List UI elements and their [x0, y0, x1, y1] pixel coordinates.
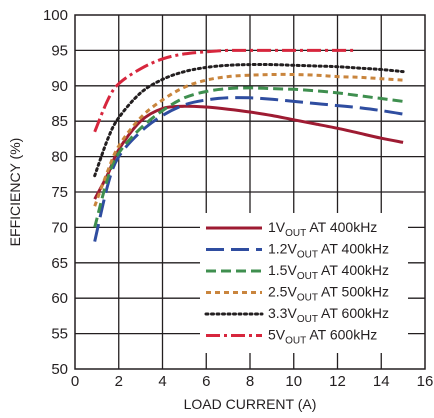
y-tick-label: 85: [51, 113, 68, 130]
x-tick-label: 12: [329, 373, 346, 390]
grid-lines: [75, 15, 425, 369]
series-line: [93, 62, 405, 178]
legend-label: 5VOUT AT 600kHz: [268, 327, 377, 347]
y-tick-label: 80: [51, 149, 68, 166]
x-tick-label: 16: [417, 373, 434, 390]
y-tick-label: 90: [51, 78, 68, 95]
x-tick-label: 8: [246, 373, 254, 390]
y-tick-label: 55: [51, 326, 68, 343]
legend-box: [200, 213, 408, 353]
series-lines: [93, 48, 405, 242]
x-tick-label: 14: [373, 373, 390, 390]
x-tick-label: 4: [158, 373, 166, 390]
series-line: [93, 48, 355, 133]
y-tick-label: 60: [51, 290, 68, 307]
x-tick-label: 6: [202, 373, 210, 390]
legend-label: 2.5VOUT AT 500kHz: [268, 284, 389, 304]
legend-label: 3.3VOUT AT 600kHz: [268, 305, 389, 325]
x-tick-label: 2: [115, 373, 123, 390]
legend-label: 1.5VOUT AT 400kHz: [268, 262, 389, 282]
series-line: [93, 72, 404, 207]
legend-label: 1.2VOUT AT 400kHz: [268, 241, 389, 261]
y-tick-label: 75: [51, 184, 68, 201]
x-tick-labels: 0 2 4 6 8 10 12 14 16: [71, 373, 434, 390]
y-tick-label: 100: [43, 7, 68, 24]
plot-frame: [74, 14, 426, 370]
x-tick-label: 0: [71, 373, 79, 390]
y-tick-label: 70: [51, 219, 68, 236]
y-tick-label: 50: [51, 361, 68, 378]
y-axis-title: EFFICIENCY (%): [7, 138, 23, 247]
x-axis-title: LOAD CURRENT (A): [184, 396, 317, 412]
y-tick-label: 65: [51, 255, 68, 272]
x-tick-label: 10: [285, 373, 302, 390]
series-line: [93, 96, 404, 242]
series-line: [93, 104, 404, 200]
y-tick-labels: 50 55 60 65 70 75 80 85 90 95 100: [43, 7, 68, 378]
legend-label: 1VOUT AT 400kHz: [268, 219, 377, 239]
y-tick-label: 95: [51, 42, 68, 59]
series-line: [93, 86, 404, 228]
